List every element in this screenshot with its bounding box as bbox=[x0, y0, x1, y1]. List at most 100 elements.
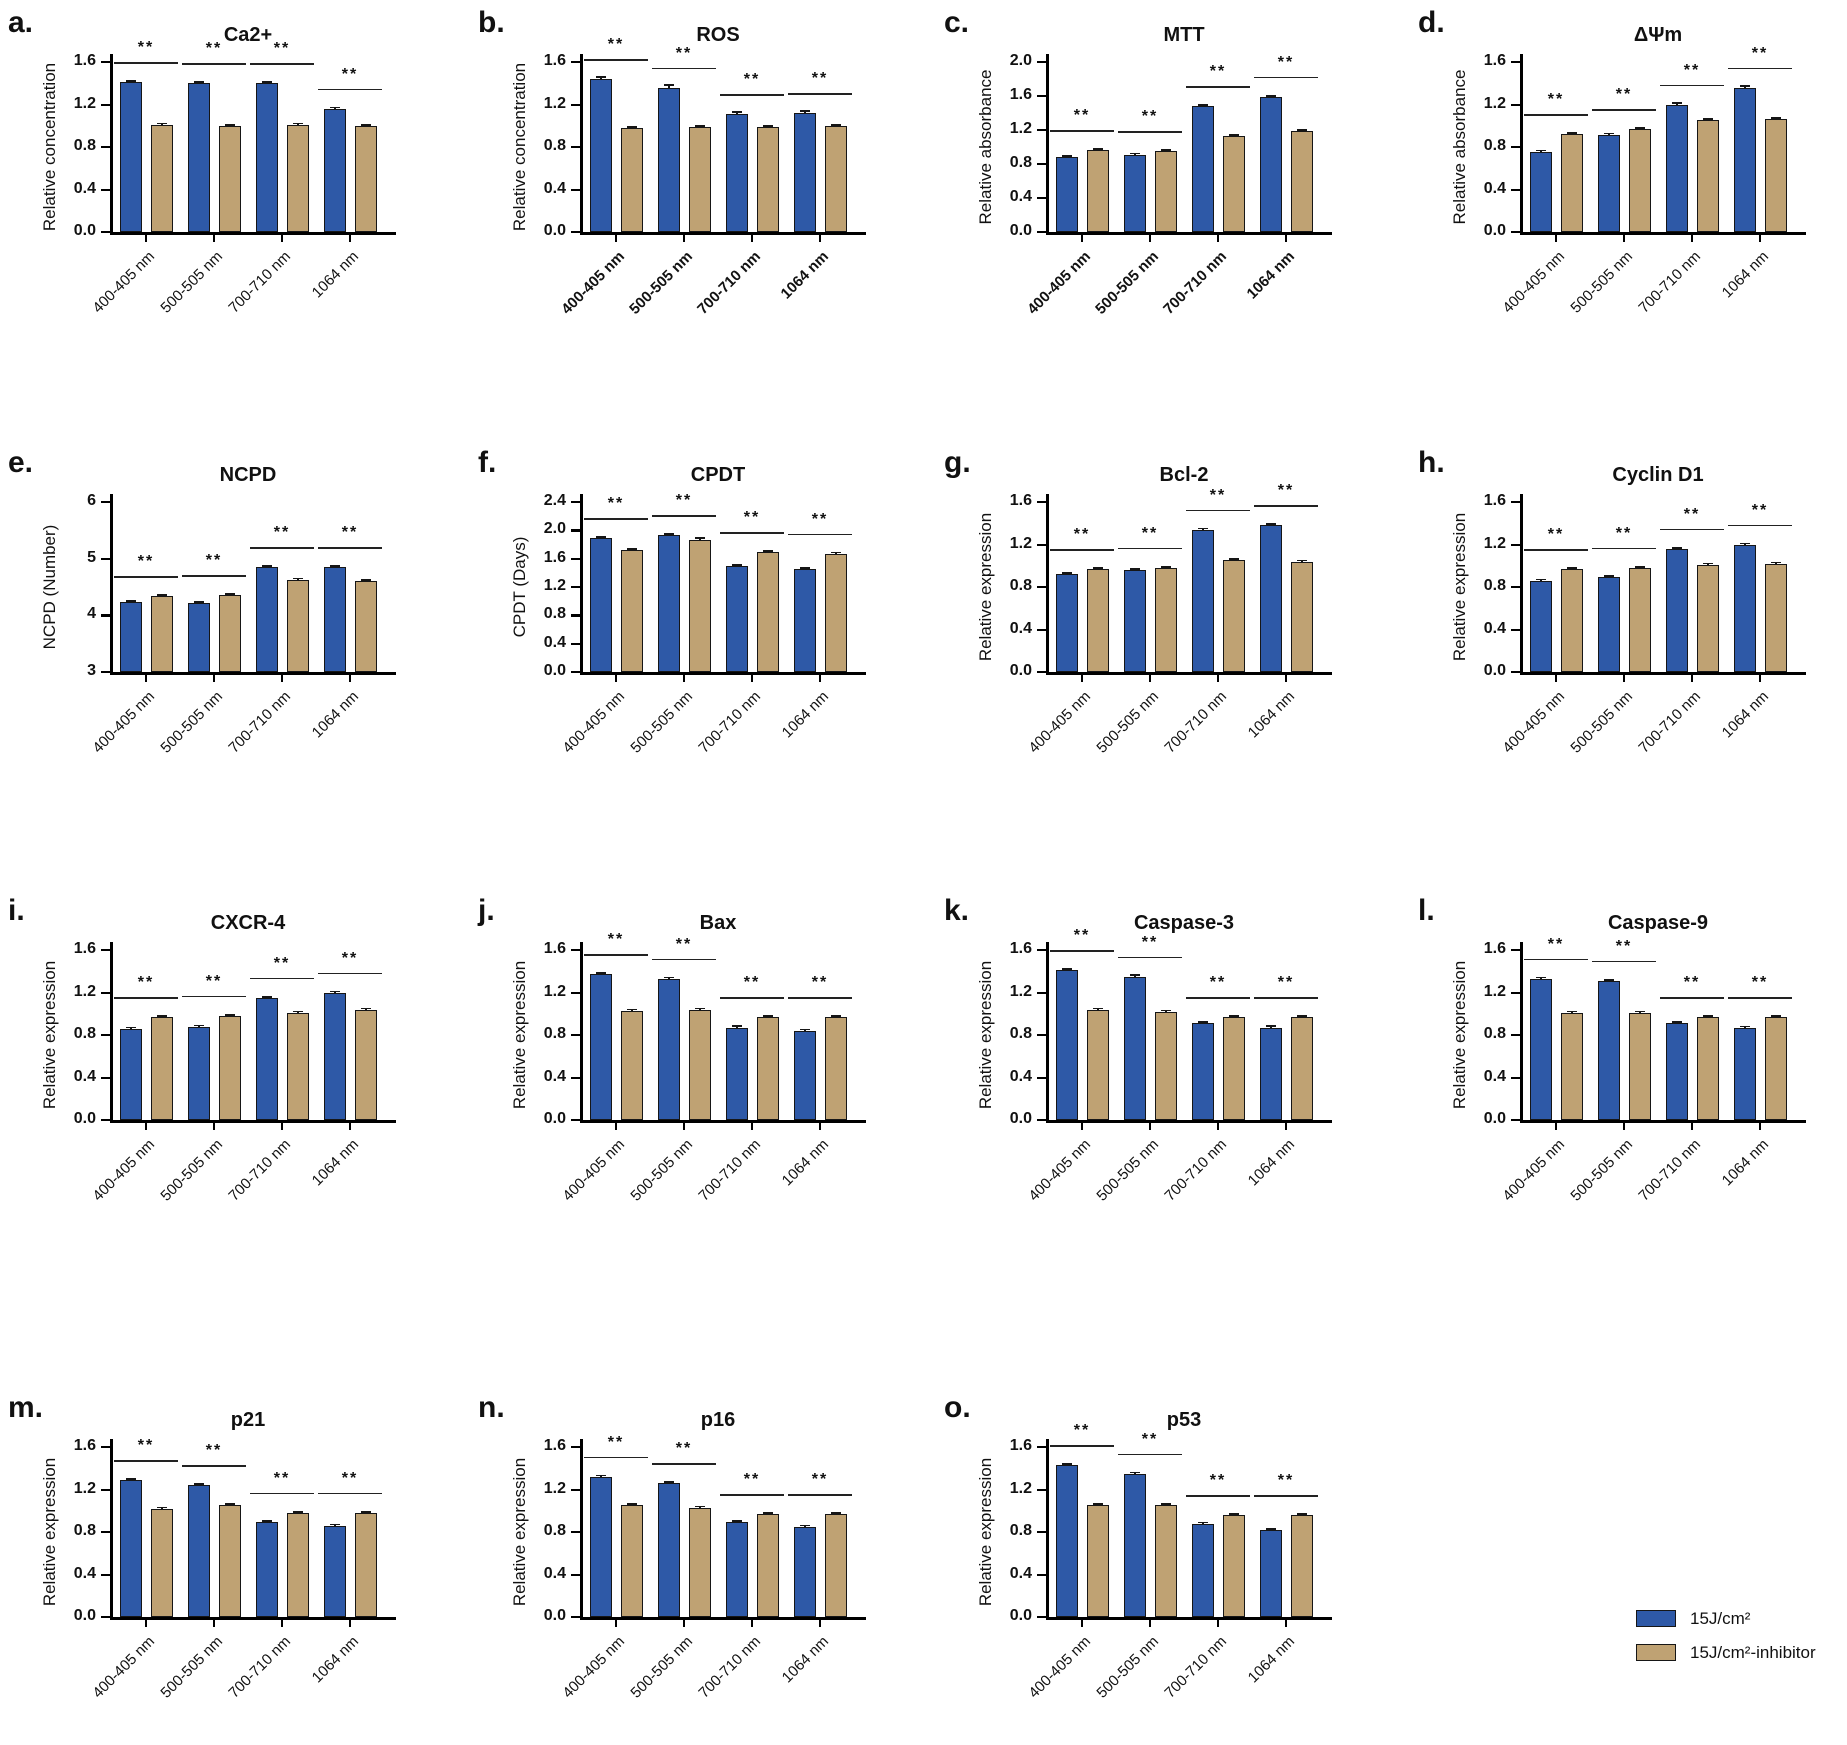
y-tick-label: 0.8 bbox=[1009, 577, 1032, 594]
sig-stars: ** bbox=[1615, 524, 1633, 542]
y-tick bbox=[1037, 1573, 1046, 1576]
bar-15j-inhibitor-0 bbox=[151, 124, 173, 232]
bar-15j-0 bbox=[1530, 152, 1552, 232]
sig-line bbox=[1186, 996, 1250, 999]
error-bar-stem bbox=[767, 124, 769, 127]
sig-line bbox=[1592, 108, 1656, 111]
bar-15j-3 bbox=[1260, 1529, 1282, 1617]
error-bar-stem bbox=[736, 1025, 738, 1028]
y-tick-label: 0.0 bbox=[1009, 222, 1032, 239]
x-tick bbox=[145, 1122, 148, 1130]
y-tick-label: 0.0 bbox=[73, 1607, 96, 1624]
panel-d: d. ΔΨm Relative absorbance 0.0 0.4 0.8 1.2 1.6 4… bbox=[1410, 0, 1847, 430]
error-bar-stem bbox=[1676, 546, 1678, 549]
y-tick bbox=[571, 586, 580, 589]
y-tick bbox=[1511, 628, 1520, 631]
error-bar-stem bbox=[1233, 1014, 1235, 1017]
error-bar-stem bbox=[1707, 562, 1709, 565]
y-tick bbox=[101, 103, 110, 106]
sig-line bbox=[652, 1463, 716, 1465]
error-bar-stem bbox=[767, 550, 769, 553]
sig-stars: ** bbox=[1615, 85, 1633, 103]
chart-title: p53 bbox=[1166, 1409, 1202, 1431]
error-bar-stem bbox=[1301, 128, 1303, 131]
x-tick bbox=[145, 234, 148, 242]
sig-stars: ** bbox=[1547, 91, 1565, 109]
sig-line bbox=[1254, 76, 1318, 79]
sig-stars: ** bbox=[675, 935, 693, 953]
bar-15j-0 bbox=[590, 1476, 612, 1617]
error-bar-stem bbox=[130, 1026, 132, 1029]
y-tick-label: 2.0 bbox=[543, 520, 566, 538]
sig-line bbox=[1050, 950, 1114, 952]
y-tick-label: 5 bbox=[87, 548, 96, 566]
error-bar-stem bbox=[668, 1481, 670, 1484]
bar-15j-2 bbox=[726, 566, 748, 672]
y-axis bbox=[110, 494, 113, 674]
x-tick bbox=[1081, 1619, 1084, 1627]
sig-line bbox=[114, 62, 178, 64]
y-tick-label: 1.2 bbox=[73, 1479, 96, 1497]
bar-15j-2 bbox=[1666, 1023, 1688, 1120]
panel-letter: m. bbox=[8, 1391, 44, 1424]
sig-stars: ** bbox=[137, 1436, 155, 1454]
x-tick bbox=[349, 234, 352, 242]
sig-stars: ** bbox=[273, 524, 291, 542]
bar-15j-inhibitor-3 bbox=[355, 1512, 377, 1617]
y-tick-label: 0.8 bbox=[543, 137, 566, 154]
panel-i: i. CXCR-4 Relative expression 0.0 0.4 0.8 1.2 1… bbox=[0, 888, 437, 1318]
sig-stars: ** bbox=[743, 509, 761, 527]
y-tick-label: 0.8 bbox=[1483, 137, 1506, 154]
bar-15j-inhibitor-3 bbox=[355, 580, 377, 672]
y-tick bbox=[1511, 1119, 1520, 1122]
panel-k: k. Caspase-3 Relative expression 0.0 0.4 0.8 1… bbox=[936, 888, 1373, 1318]
sig-stars: ** bbox=[205, 551, 223, 569]
x-tick bbox=[615, 674, 618, 682]
bar-15j-1 bbox=[1124, 570, 1146, 672]
bar-15j-inhibitor-2 bbox=[757, 552, 779, 672]
x-tick bbox=[683, 1619, 686, 1627]
bar-15j-inhibitor-0 bbox=[151, 1508, 173, 1617]
y-tick bbox=[1037, 628, 1046, 631]
error-bar-stem bbox=[1775, 117, 1777, 120]
bar-15j-inhibitor-3 bbox=[1765, 119, 1787, 232]
sig-line bbox=[1186, 509, 1250, 512]
error-bar-stem bbox=[1744, 542, 1746, 545]
y-tick-label: 0.4 bbox=[1483, 1067, 1506, 1085]
error-bar-stem bbox=[631, 1008, 633, 1011]
x-axis bbox=[580, 672, 866, 675]
y-tick bbox=[1511, 188, 1520, 191]
bar-15j-inhibitor-0 bbox=[621, 1505, 643, 1617]
y-tick bbox=[101, 501, 110, 504]
bar-15j-2 bbox=[256, 1522, 278, 1617]
panel-letter: f. bbox=[478, 446, 497, 479]
bar-15j-inhibitor-0 bbox=[1561, 1012, 1583, 1120]
sig-line bbox=[720, 94, 784, 96]
y-tick bbox=[1037, 231, 1046, 234]
sig-line bbox=[652, 67, 716, 70]
y-tick bbox=[101, 1488, 110, 1491]
sig-stars: ** bbox=[1209, 973, 1227, 991]
x-axis bbox=[1046, 1120, 1332, 1123]
bar-15j-inhibitor-2 bbox=[1697, 1016, 1719, 1120]
sig-stars: ** bbox=[1209, 63, 1227, 81]
error-bar-stem bbox=[130, 80, 132, 83]
error-bar-stem bbox=[1202, 527, 1204, 530]
y-tick bbox=[101, 188, 110, 191]
sig-line bbox=[1118, 956, 1182, 959]
x-tick bbox=[819, 674, 822, 682]
error-bar-stem bbox=[229, 592, 231, 595]
sig-line bbox=[788, 533, 852, 536]
y-tick bbox=[101, 61, 110, 64]
sig-stars: ** bbox=[1547, 935, 1565, 953]
error-bar-stem bbox=[1775, 1014, 1777, 1017]
legend-swatch-15j bbox=[1636, 1610, 1676, 1627]
sig-line bbox=[788, 996, 852, 999]
error-bar-stem bbox=[1775, 561, 1777, 564]
sig-stars: ** bbox=[1751, 44, 1769, 62]
sig-line bbox=[1592, 960, 1656, 963]
y-tick bbox=[101, 991, 110, 994]
sig-line bbox=[788, 93, 852, 95]
bar-15j-3 bbox=[1734, 544, 1756, 672]
sig-stars: ** bbox=[205, 40, 223, 58]
